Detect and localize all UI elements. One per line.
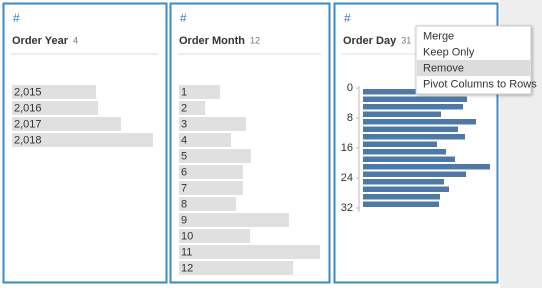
type-icon: # <box>13 11 20 25</box>
value-label: 6 <box>181 166 187 178</box>
bin-tick-label: 16 <box>341 142 353 154</box>
histogram-bar[interactable] <box>363 156 455 163</box>
value-label: 2 <box>181 102 187 114</box>
histogram-bar[interactable] <box>363 179 444 185</box>
histogram-bar[interactable] <box>363 96 467 103</box>
histogram-bar[interactable] <box>363 194 440 200</box>
value-bar[interactable] <box>179 181 243 195</box>
value-bar[interactable] <box>12 101 98 115</box>
menu-item[interactable] <box>417 28 530 44</box>
value-label: 2,017 <box>14 118 42 130</box>
menu-item[interactable] <box>417 76 530 92</box>
value-label: 8 <box>181 198 187 210</box>
histogram-bar[interactable] <box>363 104 463 110</box>
value-bar[interactable] <box>179 101 205 115</box>
field-title: Order Day <box>343 35 397 47</box>
value-bar[interactable] <box>179 149 251 163</box>
histogram-bar[interactable] <box>363 119 476 125</box>
bin-tick-label: 24 <box>341 172 353 184</box>
value-bar[interactable] <box>12 133 153 147</box>
value-bar[interactable] <box>179 261 293 275</box>
field-title: Order Year <box>12 35 69 47</box>
value-label: 3 <box>181 118 187 130</box>
value-bar[interactable] <box>179 85 220 99</box>
type-icon: # <box>180 11 187 25</box>
value-bar[interactable] <box>179 245 320 259</box>
histogram-bar[interactable] <box>363 201 439 208</box>
value-label: 7 <box>181 182 187 194</box>
value-label: 5 <box>181 150 187 162</box>
histogram-bar[interactable] <box>363 126 458 133</box>
field-title: Order Month <box>179 35 245 47</box>
histogram-bar[interactable] <box>363 89 440 95</box>
bin-tick-label: 8 <box>347 112 353 124</box>
histogram-bar[interactable] <box>363 164 490 170</box>
field-count: 31 <box>401 35 411 45</box>
value-label: 2,016 <box>14 102 42 114</box>
value-bar[interactable] <box>179 133 231 147</box>
menu-item-label[interactable]: Pivot Columns to Rows <box>423 78 537 90</box>
value-bar[interactable] <box>12 85 96 99</box>
value-bar[interactable] <box>179 197 236 211</box>
menu-item-label[interactable]: Keep Only <box>423 46 475 58</box>
bin-tick-label: 32 <box>341 202 353 214</box>
menu-item[interactable] <box>417 44 530 60</box>
value-bar[interactable] <box>12 117 121 131</box>
value-label: 9 <box>181 214 187 226</box>
value-bar[interactable] <box>179 213 289 227</box>
histogram-bar[interactable] <box>363 134 465 140</box>
value-bar[interactable] <box>179 229 250 243</box>
menu-item-label[interactable]: Remove <box>423 62 464 74</box>
menu-item-highlight[interactable] <box>417 60 530 76</box>
field-count: 12 <box>250 35 260 45</box>
value-label: 2,015 <box>14 86 42 98</box>
value-label: 4 <box>181 134 187 146</box>
histogram-bar[interactable] <box>363 149 446 155</box>
type-icon: # <box>344 11 351 25</box>
value-bar[interactable] <box>179 165 243 179</box>
histogram-bar[interactable] <box>363 171 466 178</box>
value-label: 11 <box>181 246 192 258</box>
menu-item-label[interactable]: Merge <box>423 30 454 42</box>
field-count: 4 <box>73 35 78 45</box>
value-label: 1 <box>181 86 187 98</box>
histogram-bar[interactable] <box>363 141 437 148</box>
value-label: 10 <box>181 230 193 242</box>
value-label: 12 <box>181 262 193 274</box>
value-bar[interactable] <box>179 117 246 131</box>
bin-tick-label: 0 <box>347 82 353 94</box>
value-label: 2,018 <box>14 134 42 146</box>
histogram-bar[interactable] <box>363 111 441 118</box>
histogram-bar[interactable] <box>363 186 449 193</box>
